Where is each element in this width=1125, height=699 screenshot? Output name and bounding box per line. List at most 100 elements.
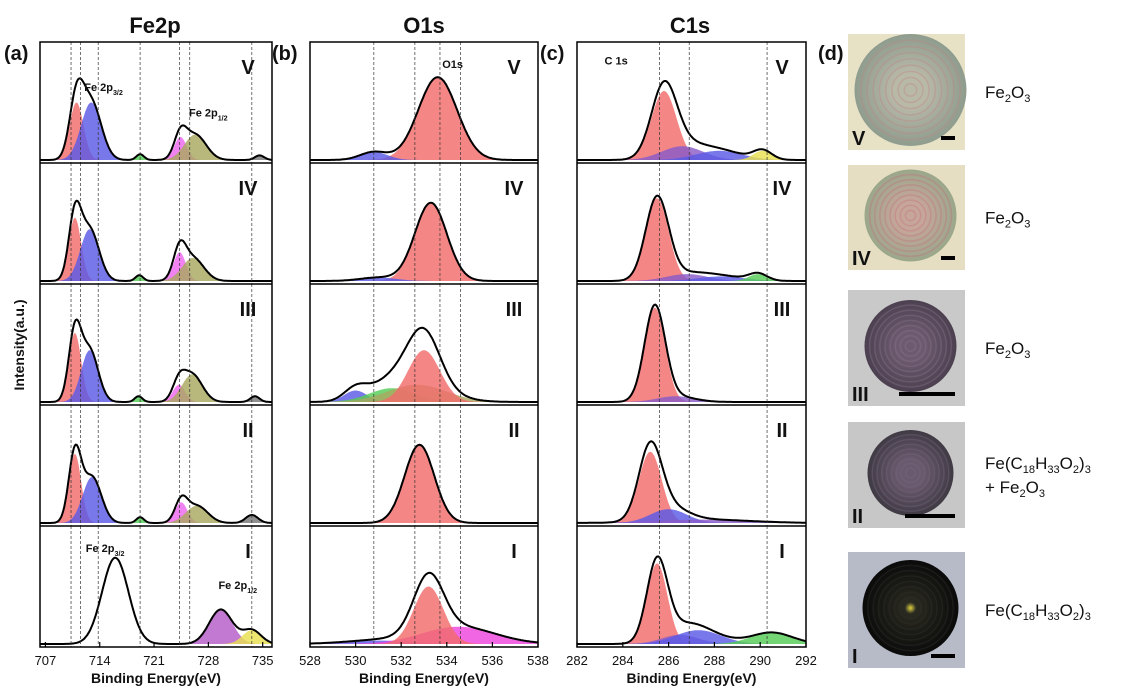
annotation-sub: 3/2 xyxy=(115,550,125,558)
ring xyxy=(876,438,945,508)
spectrum-label: V xyxy=(775,57,789,79)
formula-part: ) xyxy=(1079,454,1085,473)
annotation: Fe 2p1/2 xyxy=(218,580,257,595)
x-tick-label: 284 xyxy=(612,653,634,668)
ring xyxy=(895,457,926,489)
spectrum-label: I xyxy=(511,541,517,563)
envelope xyxy=(577,440,806,524)
envelope xyxy=(40,77,272,161)
fit-component xyxy=(40,217,272,281)
spectrum xyxy=(577,163,806,284)
ring xyxy=(868,173,953,258)
x-tick-label: 714 xyxy=(89,653,111,668)
annotation-sub: 3/2 xyxy=(113,89,123,97)
annotation-part: C 1s xyxy=(604,56,627,68)
formula-part: Fe(C xyxy=(985,601,1023,620)
envelope xyxy=(577,555,806,645)
spectrum xyxy=(577,42,806,163)
spectrum-label: II xyxy=(508,420,519,442)
fit-component xyxy=(310,640,538,644)
x-tick-label: 532 xyxy=(390,653,412,668)
spectrum xyxy=(577,526,806,647)
droplet xyxy=(864,169,957,262)
formula-sub: 2 xyxy=(1073,611,1079,623)
spectrum-label: III xyxy=(240,299,257,321)
spectrum-label: V xyxy=(507,57,521,79)
ring xyxy=(903,83,918,97)
ring xyxy=(897,76,924,104)
ring xyxy=(884,64,937,116)
ring xyxy=(877,575,944,641)
spectrum xyxy=(577,405,806,526)
fit-component xyxy=(577,146,806,160)
panel-title: O1s xyxy=(403,13,445,38)
spectrum xyxy=(40,526,272,647)
ring xyxy=(873,178,948,253)
formula-sub: 33 xyxy=(1047,611,1059,623)
spectrum-label: V xyxy=(241,57,255,79)
formula-sub: 3 xyxy=(1085,464,1091,476)
envelope xyxy=(40,443,272,524)
annotation: Fe 2p3/2 xyxy=(84,82,123,97)
annotation-part: Fe 2p xyxy=(218,580,247,592)
envelope xyxy=(310,76,538,161)
fit-component xyxy=(577,274,806,281)
formula-part: O xyxy=(1011,339,1024,358)
fit-component xyxy=(577,451,806,523)
ring xyxy=(904,601,917,615)
annotation-part: Fe 2p xyxy=(189,107,218,119)
envelope xyxy=(40,318,272,403)
envelope xyxy=(577,80,806,161)
formula-sub: 3 xyxy=(1024,93,1030,105)
formula-sub: 2 xyxy=(1020,488,1026,500)
plot-frame xyxy=(576,41,807,648)
ring xyxy=(893,591,928,625)
spectrum-label: IV xyxy=(505,178,525,200)
formula-part: O xyxy=(1026,478,1039,497)
formula-part: Fe xyxy=(985,83,1005,102)
x-tick-label: 536 xyxy=(482,653,504,668)
formula: Fe2O3 xyxy=(985,83,1030,105)
spectrum-label: I xyxy=(779,541,785,563)
formula-sub: 3 xyxy=(1039,488,1045,500)
spectrum-label: IV xyxy=(239,178,259,200)
ring xyxy=(867,564,954,652)
spectrum xyxy=(40,163,272,284)
x-axis-label: Binding Energy(eV) xyxy=(627,670,757,686)
ring xyxy=(868,304,953,388)
envelope xyxy=(577,194,806,282)
formula-part: Fe(C xyxy=(985,454,1023,473)
ring xyxy=(904,467,917,479)
fit-component xyxy=(310,350,538,402)
ring xyxy=(890,453,931,493)
fit-component xyxy=(577,396,806,402)
ring xyxy=(884,189,937,242)
fit-component xyxy=(577,274,806,281)
annotation-sub: 1/2 xyxy=(218,114,228,122)
fit-component xyxy=(310,444,538,523)
annotation-sub: 1/2 xyxy=(247,587,257,595)
ring xyxy=(872,569,949,647)
formula-part: Fe xyxy=(985,339,1005,358)
ring xyxy=(891,70,930,110)
spectrum-label: II xyxy=(242,420,253,442)
ring xyxy=(889,324,932,368)
droplet xyxy=(864,300,957,392)
formula-sub: 18 xyxy=(1023,611,1035,623)
plot-frame xyxy=(309,41,539,648)
ring xyxy=(899,335,922,357)
x-tick-label: 721 xyxy=(143,653,165,668)
spectrum xyxy=(310,405,538,526)
envelope xyxy=(310,326,538,403)
panel-label: (c) xyxy=(540,43,564,65)
micrograph-label: IV xyxy=(852,248,872,270)
spectrum xyxy=(40,42,272,163)
ring xyxy=(878,58,943,122)
formula-part: + Fe xyxy=(985,478,1020,497)
micrograph-label: III xyxy=(852,384,869,406)
x-tick-label: 282 xyxy=(566,653,588,668)
annotation: Fe 2p1/2 xyxy=(189,107,228,122)
formula-sub: 3 xyxy=(1085,611,1091,623)
fit-component xyxy=(577,632,806,644)
